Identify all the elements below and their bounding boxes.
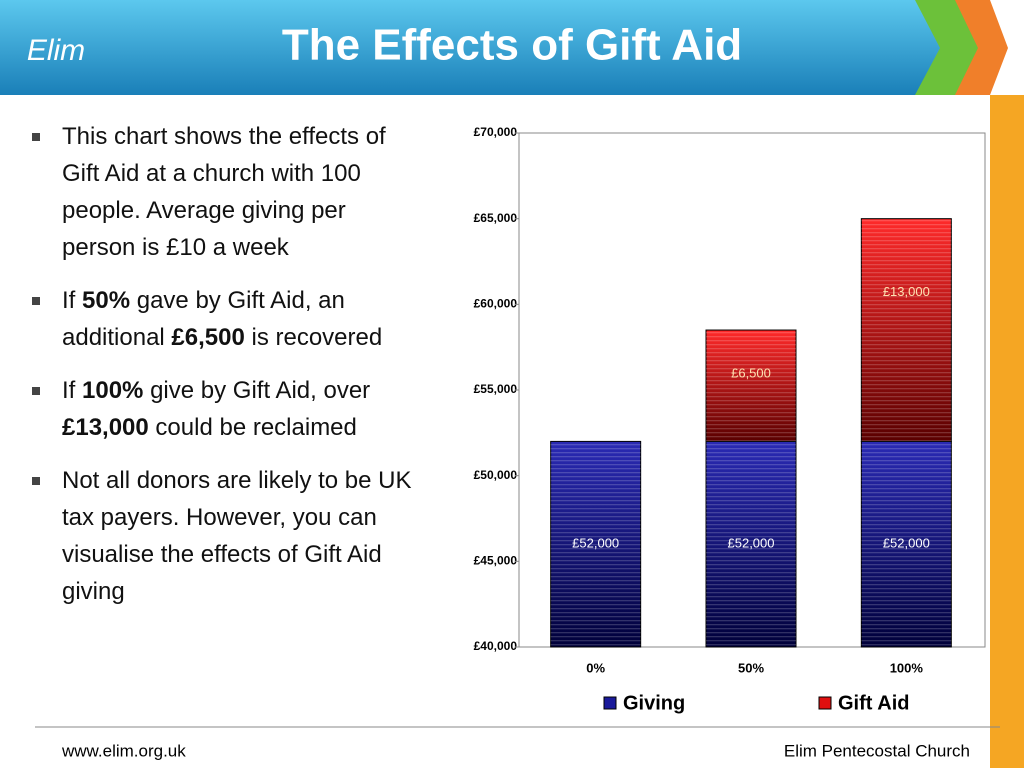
slide-title: The Effects of Gift Aid — [282, 21, 742, 70]
bar-stripes — [861, 441, 952, 647]
text: This chart shows the effects of Gift Aid… — [62, 123, 386, 261]
text: gave by Gift Aid, an additional — [62, 287, 345, 351]
bullet: If 50% gave by Gift Aid, an additional £… — [30, 282, 422, 356]
text: give by Gift Aid, over — [143, 377, 371, 404]
y-tick-label: £55,000 — [474, 382, 518, 396]
text: is recovered — [244, 324, 383, 351]
bullet: This chart shows the effects of Gift Aid… — [30, 118, 422, 266]
bar-stripes — [861, 218, 952, 442]
legend-label: Giving — [623, 692, 685, 714]
y-tick-label: £60,000 — [474, 297, 518, 311]
x-tick-label: 100% — [890, 660, 924, 675]
arrow-green — [912, 0, 978, 95]
text: If — [62, 377, 83, 404]
bullet: Not all donors are likely to be UK tax p… — [30, 462, 422, 610]
y-tick-label: £70,000 — [474, 125, 518, 139]
value-label: £13,000 — [883, 284, 930, 299]
bar-stripes — [550, 441, 641, 647]
y-tick-label: £50,000 — [474, 468, 518, 482]
x-tick-label: 0% — [586, 660, 605, 675]
bullet: If 100% give by Gift Aid, over £13,000 c… — [30, 372, 422, 446]
logo: Elim — [27, 34, 85, 67]
bullet-list: This chart shows the effects of Gift Aid… — [30, 118, 422, 626]
bold-text: £6,500 — [171, 324, 245, 351]
legend-label: Gift Aid — [838, 692, 909, 714]
value-label: £6,500 — [731, 366, 771, 381]
legend-swatch — [818, 696, 832, 710]
value-label: £52,000 — [572, 535, 619, 550]
bold-text: 50% — [82, 287, 131, 314]
y-tick-label: £45,000 — [474, 554, 518, 568]
y-tick-label: £65,000 — [474, 211, 518, 225]
header-bar — [0, 0, 940, 95]
value-label: £52,000 — [728, 535, 775, 550]
y-tick-label: £40,000 — [474, 639, 518, 653]
bar-stripes — [706, 441, 796, 647]
bold-text: £13,000 — [62, 414, 149, 441]
text: Not all donors are likely to be UK tax p… — [62, 467, 412, 605]
footer-right: Elim Pentecostal Church — [784, 741, 970, 760]
text: could be reclaimed — [148, 414, 357, 441]
legend-swatch — [603, 696, 617, 710]
x-tick-label: 50% — [738, 660, 764, 675]
footer-left: www.elim.org.uk — [61, 741, 186, 760]
bar-stripes — [706, 330, 796, 442]
side-stripe — [990, 95, 1024, 768]
bold-text: 100% — [82, 377, 144, 404]
value-label: £52,000 — [883, 535, 930, 550]
text: If — [62, 287, 83, 314]
